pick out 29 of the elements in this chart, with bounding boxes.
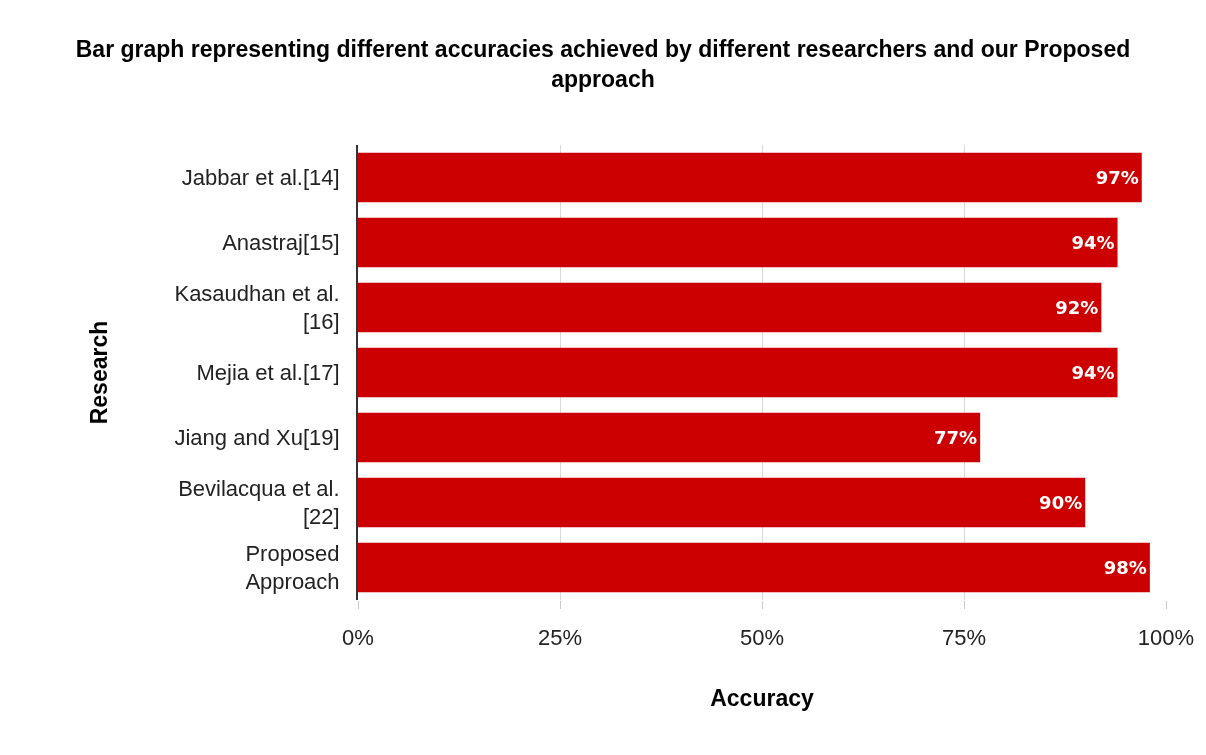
data-label: 97% bbox=[1095, 167, 1139, 188]
y-tick-label: Jiang and Xu[19] bbox=[174, 425, 340, 451]
data-label: 98% bbox=[1103, 557, 1147, 578]
y-tick-label: Kasaudhan et al. [16] bbox=[174, 280, 340, 335]
y-axis-title: Research bbox=[86, 320, 113, 425]
y-tick-label: Proposed Approach bbox=[245, 540, 340, 595]
bar bbox=[358, 282, 1102, 333]
y-tick-label: Mejia et al.[17] bbox=[196, 360, 340, 386]
bar bbox=[358, 347, 1118, 398]
bar bbox=[358, 542, 1150, 593]
x-tick-label: 75% bbox=[941, 625, 987, 651]
x-tick-label: 25% bbox=[537, 625, 583, 651]
x-tick-label: 50% bbox=[739, 625, 785, 651]
x-tick-label: 100% bbox=[1137, 625, 1195, 651]
bar bbox=[358, 412, 981, 463]
y-tick-label: Jabbar et al.[14] bbox=[181, 165, 340, 191]
data-label: 94% bbox=[1071, 362, 1115, 383]
data-label: 90% bbox=[1039, 492, 1083, 513]
data-label: 94% bbox=[1071, 232, 1115, 253]
chart-title: Bar graph representing different accuracies achieved by different researchers and our Proposed approach bbox=[75, 35, 1131, 92]
y-tick-label: Anastraj[15] bbox=[222, 230, 340, 256]
bar bbox=[358, 152, 1142, 203]
data-label: 92% bbox=[1055, 297, 1099, 318]
bar bbox=[358, 477, 1086, 528]
y-tick-label: Bevilacqua et al. [22] bbox=[178, 475, 340, 530]
x-axis-title: Accuracy bbox=[710, 685, 814, 711]
bar bbox=[358, 217, 1118, 268]
x-tick-label: 0% bbox=[342, 625, 374, 651]
data-label: 77% bbox=[934, 427, 978, 448]
